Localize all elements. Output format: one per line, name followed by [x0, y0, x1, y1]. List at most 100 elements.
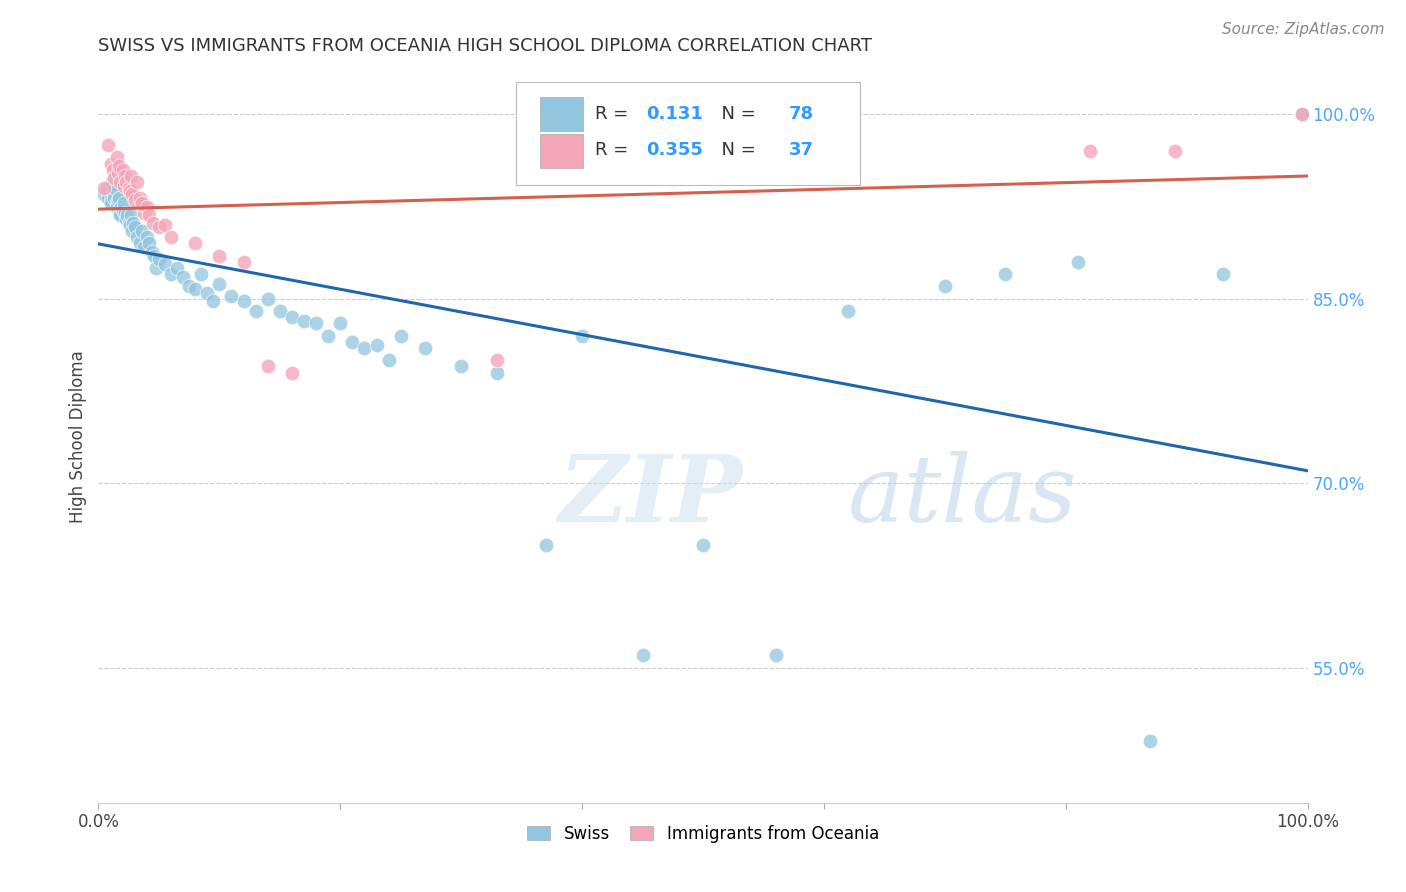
Point [342, 334, 364, 349]
Point [692, 538, 714, 552]
Point [208, 249, 231, 263]
Point [105, 195, 128, 210]
Point [111, 203, 134, 218]
Point [994, 267, 1017, 281]
Text: ZIP: ZIP [558, 450, 742, 541]
Point [93, 187, 115, 202]
Point [114, 205, 136, 219]
Text: 37: 37 [789, 141, 814, 160]
Point [256, 292, 278, 306]
Point [121, 224, 143, 238]
Point [103, 171, 125, 186]
Point [1139, 734, 1161, 748]
Point [166, 261, 188, 276]
Point [134, 205, 156, 219]
Point [377, 353, 399, 368]
Point [124, 194, 146, 208]
Point [153, 218, 176, 232]
FancyBboxPatch shape [540, 134, 583, 168]
Point [103, 187, 125, 202]
Point [108, 175, 131, 189]
FancyBboxPatch shape [516, 82, 860, 185]
Point [208, 277, 231, 291]
Point [190, 267, 212, 281]
Text: 78: 78 [789, 104, 814, 123]
Text: 0.355: 0.355 [647, 141, 703, 160]
Point [100, 194, 122, 208]
Point [118, 184, 141, 198]
Point [305, 317, 328, 331]
Point [108, 205, 131, 219]
Point [316, 328, 339, 343]
Text: SWISS VS IMMIGRANTS FROM OCEANIA HIGH SCHOOL DIPLOMA CORRELATION CHART: SWISS VS IMMIGRANTS FROM OCEANIA HIGH SC… [98, 37, 872, 54]
Point [353, 341, 375, 355]
Point [631, 648, 654, 663]
Point [534, 538, 557, 552]
Point [1291, 107, 1313, 121]
Point [256, 359, 278, 374]
Point [1067, 255, 1090, 269]
Point [148, 220, 170, 235]
Point [107, 194, 129, 208]
FancyBboxPatch shape [540, 97, 583, 131]
Text: N =: N = [710, 141, 762, 160]
Point [143, 249, 166, 263]
Legend: Swiss, Immigrants from Oceania: Swiss, Immigrants from Oceania [520, 818, 886, 849]
Point [97, 138, 120, 153]
Point [115, 211, 138, 226]
Point [245, 304, 267, 318]
Point [111, 162, 134, 177]
Point [450, 359, 472, 374]
Point [281, 366, 304, 380]
Point [108, 191, 131, 205]
Point [135, 200, 157, 214]
Point [134, 240, 156, 254]
Point [837, 304, 859, 318]
Point [160, 230, 183, 244]
Point [292, 314, 315, 328]
Point [148, 252, 170, 267]
Point [128, 191, 150, 205]
Point [413, 341, 436, 355]
Point [281, 310, 304, 325]
Point [153, 257, 176, 271]
Point [145, 261, 167, 276]
Point [232, 255, 254, 269]
Point [1212, 267, 1234, 281]
Point [269, 304, 291, 318]
Point [131, 195, 153, 210]
Point [108, 159, 131, 173]
Point [105, 200, 128, 214]
Point [1078, 145, 1101, 159]
Point [172, 269, 194, 284]
Point [108, 208, 131, 222]
Point [100, 195, 122, 210]
Point [486, 366, 509, 380]
Point [100, 156, 122, 170]
Point [124, 220, 146, 235]
Point [121, 187, 143, 202]
Point [184, 282, 207, 296]
Point [105, 150, 128, 164]
Point [104, 181, 127, 195]
Point [135, 230, 157, 244]
Point [765, 648, 787, 663]
Point [138, 236, 160, 251]
Text: R =: R = [595, 104, 634, 123]
Text: 0.131: 0.131 [647, 104, 703, 123]
Point [114, 169, 136, 183]
Point [195, 285, 218, 300]
Point [117, 208, 139, 222]
Point [1291, 107, 1313, 121]
Point [118, 181, 141, 195]
Point [103, 191, 125, 205]
Point [101, 162, 124, 177]
Point [131, 224, 153, 238]
Point [118, 218, 141, 232]
Point [142, 216, 165, 230]
Point [138, 208, 160, 222]
Point [141, 245, 163, 260]
Point [179, 279, 201, 293]
Point [115, 175, 138, 189]
Point [127, 175, 149, 189]
